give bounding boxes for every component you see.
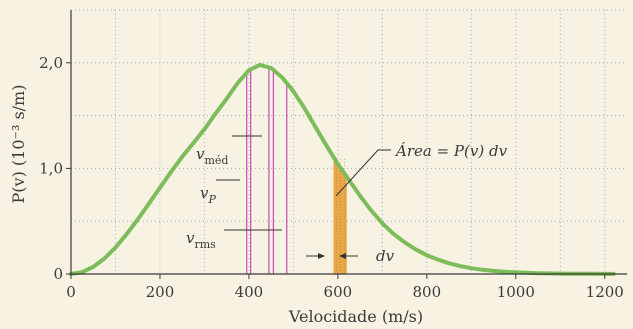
y-tick-label: 2,0 — [39, 54, 63, 72]
x-tick-label: 800 — [413, 283, 442, 301]
speed-markers — [246, 67, 288, 274]
area-leader — [335, 149, 391, 197]
x-tick-label: 200 — [146, 283, 175, 301]
vp-label: vP — [200, 184, 216, 206]
curve-line — [69, 62, 616, 276]
vrms-symbol: v — [186, 229, 195, 247]
x-tick-label: 400 — [235, 283, 264, 301]
tick-labels: 0 200 400 600 800 1000 1200 0 1,0 2,0 — [39, 54, 624, 301]
vp-subscript: P — [207, 193, 216, 206]
x-tick-label: 1000 — [497, 283, 535, 301]
area-band-fill — [333, 156, 347, 274]
grid — [71, 9, 627, 274]
y-tick-label: 1,0 — [39, 159, 63, 177]
y-axis-label: P(v) (10⁻³ s/m) — [9, 85, 28, 204]
x-tick-label: 600 — [324, 283, 353, 301]
vrms-label: vrms — [186, 229, 216, 251]
vmed-symbol: v — [196, 145, 205, 163]
vrms-subscript: rms — [194, 238, 216, 251]
vp-symbol: v — [200, 184, 209, 202]
dv-annotation: dv — [376, 247, 395, 265]
x-tick-label: 0 — [66, 283, 76, 301]
distribution-curve — [69, 62, 616, 276]
vmed-label: vméd — [196, 145, 228, 167]
y-tick-label: 0 — [53, 265, 63, 283]
area-annotation: Área = P(v) dv — [394, 142, 508, 160]
dv-arrowhead-left — [318, 253, 325, 259]
vmed-subscript: méd — [204, 154, 228, 167]
axes — [70, 10, 627, 275]
dv-arrowhead-right — [339, 253, 346, 259]
area-band — [333, 156, 347, 274]
x-tick-label: 1200 — [586, 283, 624, 301]
x-axis-label: Velocidade (m/s) — [288, 307, 423, 326]
